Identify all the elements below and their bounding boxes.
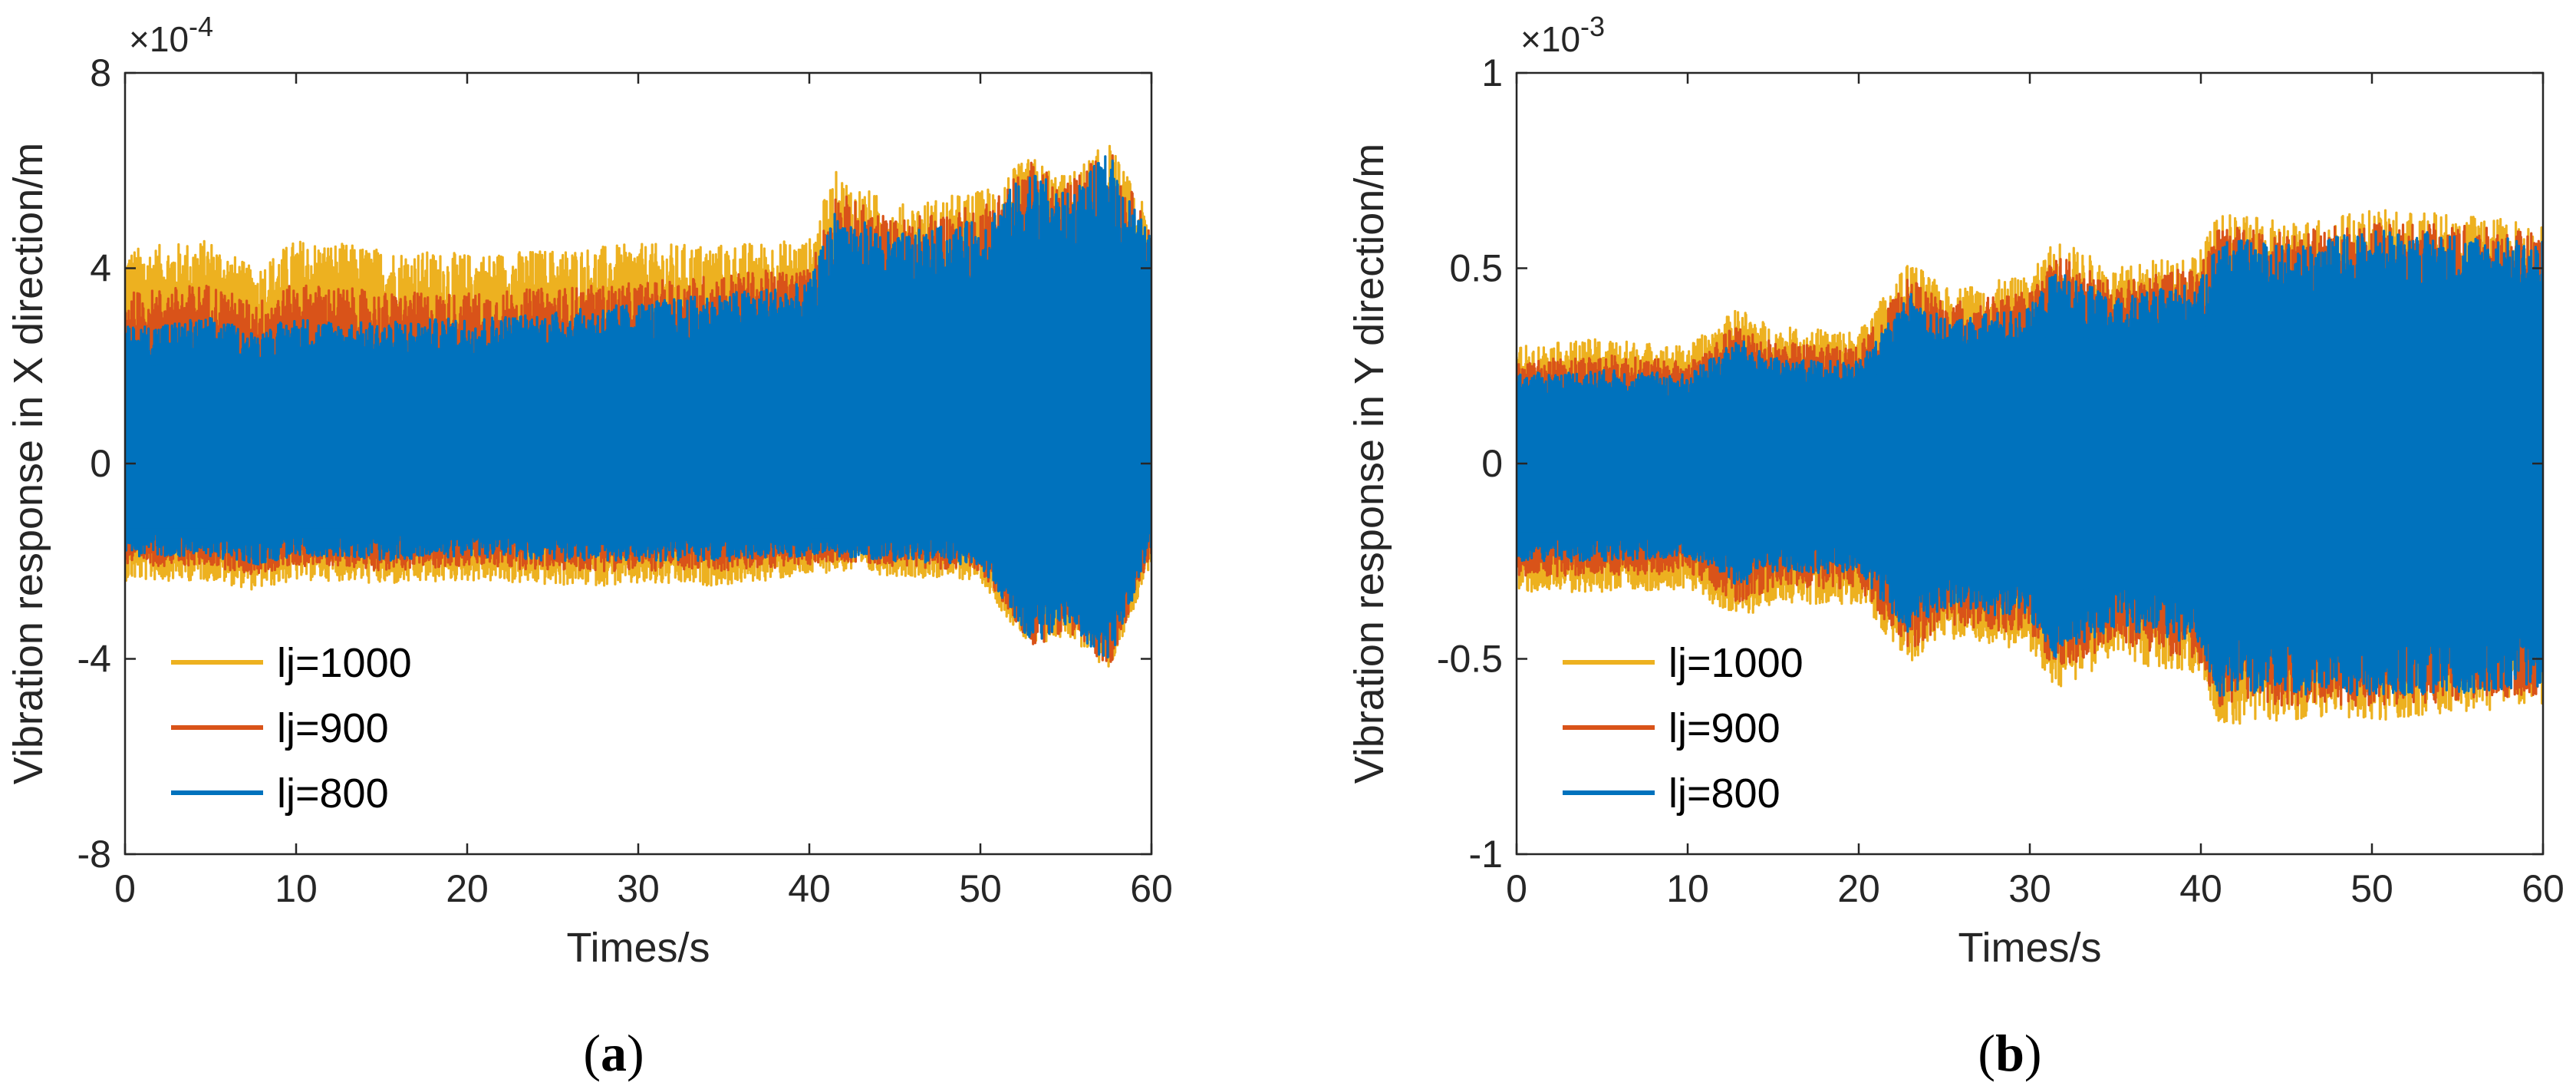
x-tick-label: 10 — [1666, 867, 1709, 910]
legend-entry-lj-900: lj=900 — [1668, 705, 1780, 751]
chart-panel-b: 0 10 20 30 40 50 60 -1 -0.5 0 0.5 1 ×10-3 Times/s Vibr… — [1346, 11, 2564, 1082]
legend-entry-lj-800: lj=800 — [1668, 771, 1780, 817]
y-tick-label: 0 — [90, 442, 111, 485]
x-tick-label: 30 — [2008, 867, 2051, 910]
x-tick-label: 40 — [788, 867, 831, 910]
x-tick-label: 0 — [114, 867, 136, 910]
x-tick-label: 0 — [1506, 867, 1527, 910]
y-tick-label: -1 — [1469, 833, 1503, 876]
y-tick-label: -0.5 — [1437, 638, 1503, 681]
legend-entry-lj-1000: lj=1000 — [277, 640, 412, 686]
y-axis-exponent: ×10-4 — [129, 11, 213, 59]
series-band-lj-800 — [125, 247, 1151, 602]
y-tick-label: 0.5 — [1449, 247, 1503, 290]
y-tick-label: 4 — [90, 247, 111, 290]
panel-caption: (b) — [1978, 1024, 2041, 1082]
x-tick-label: 30 — [617, 867, 660, 910]
x-tick-label: 40 — [2179, 867, 2222, 910]
legend-entry-lj-900: lj=900 — [277, 705, 389, 751]
y-tick-label: 0 — [1481, 442, 1503, 485]
x-axis-label: Times/s — [1958, 925, 2102, 971]
x-axis-label: Times/s — [567, 925, 710, 971]
y-axis-label: Vibration response in Y direction/m — [1346, 144, 1392, 784]
legend-entry-lj-1000: lj=1000 — [1668, 640, 1804, 686]
x-tick-label: 60 — [1130, 867, 1173, 910]
x-tick-label: 60 — [2522, 867, 2564, 910]
x-tick-label: 50 — [2350, 867, 2393, 910]
legend-entry-lj-800: lj=800 — [277, 771, 389, 817]
plot-series — [125, 144, 1151, 668]
y-tick-label: 8 — [90, 51, 111, 94]
x-tick-label: 20 — [446, 867, 489, 910]
legend: lj=1000 lj=900 lj=800 — [171, 640, 412, 817]
series-band-lj-800 — [1517, 299, 2543, 628]
legend: lj=1000 lj=900 lj=800 — [1563, 640, 1804, 817]
plot-series — [1517, 209, 2543, 725]
x-tick-label: 50 — [959, 867, 1002, 910]
y-tick-label: 1 — [1481, 51, 1503, 94]
x-tick-label: 10 — [275, 867, 318, 910]
x-tick-label: 20 — [1837, 867, 1880, 910]
y-tick-label: -8 — [77, 833, 111, 876]
y-tick-label: -4 — [77, 638, 111, 681]
chart-panel-a: 0 10 20 30 40 50 60 -8 -4 0 4 8 ×10-4 Times/s Vibratio… — [5, 11, 1173, 1082]
panel-caption: (a) — [583, 1024, 644, 1082]
y-axis-label: Vibration response in X direction/m — [5, 143, 51, 784]
y-axis-exponent: ×10-3 — [1520, 11, 1605, 59]
